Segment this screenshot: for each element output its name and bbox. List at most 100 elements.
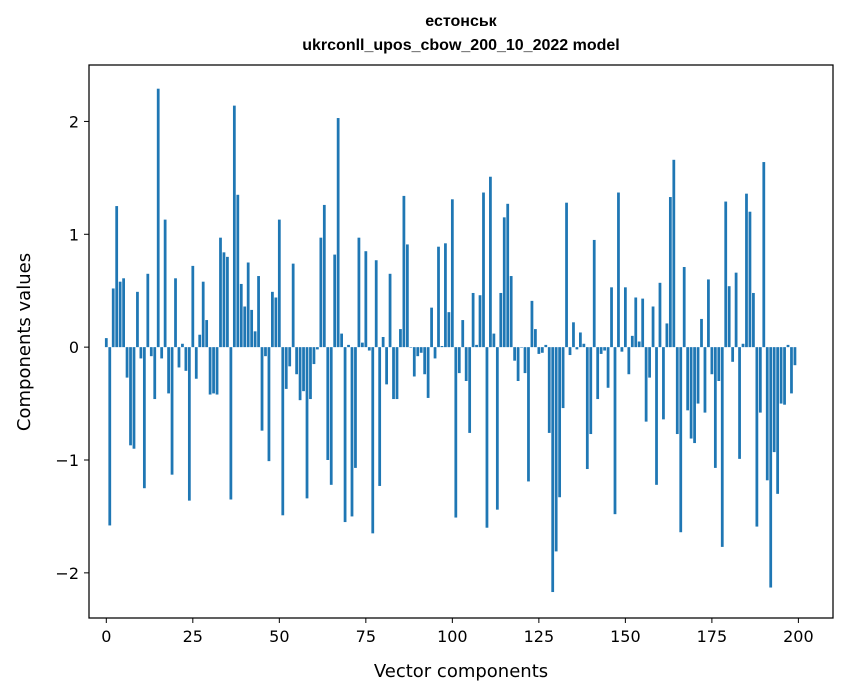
bar	[662, 347, 665, 420]
bar	[478, 295, 482, 348]
bar	[219, 237, 222, 348]
y-tick-label: 1	[69, 225, 79, 244]
x-tick-label: 175	[697, 627, 728, 646]
bar	[520, 347, 523, 348]
bar	[111, 288, 115, 348]
bar	[464, 347, 468, 381]
bar	[741, 343, 745, 348]
bar	[374, 260, 378, 348]
bar	[260, 347, 264, 431]
bar	[710, 347, 714, 375]
chart-title: естонськ	[425, 13, 497, 30]
x-tick-label: 75	[356, 627, 376, 646]
bar	[530, 300, 534, 348]
x-tick-label: 25	[183, 627, 203, 646]
bar	[568, 347, 572, 356]
bar	[253, 331, 257, 348]
bar	[433, 347, 437, 359]
bar	[246, 262, 250, 348]
bar	[392, 347, 395, 400]
bar	[592, 239, 596, 348]
bar	[232, 105, 236, 348]
bar	[672, 159, 676, 348]
plot-frame	[88, 64, 834, 619]
bar	[769, 347, 773, 588]
bar	[634, 297, 638, 348]
bar	[167, 347, 170, 394]
bar	[281, 347, 285, 516]
bar	[149, 347, 153, 357]
bar	[603, 347, 606, 351]
bar	[409, 347, 413, 348]
bar	[457, 347, 461, 374]
bar	[447, 312, 451, 348]
bar	[298, 347, 302, 401]
bar	[668, 197, 672, 348]
bar	[523, 347, 527, 374]
x-tick-label: 0	[101, 627, 111, 646]
bar	[589, 347, 593, 435]
bar	[731, 347, 735, 362]
bar	[617, 192, 620, 348]
bar	[506, 203, 510, 348]
bar	[257, 276, 260, 348]
bar	[312, 347, 316, 365]
bar	[125, 347, 129, 378]
bar	[606, 347, 610, 388]
bar	[444, 243, 447, 348]
bar	[783, 347, 786, 405]
bar	[572, 322, 575, 348]
bar	[613, 347, 617, 515]
bar	[160, 347, 164, 359]
bar	[236, 194, 240, 348]
bar	[644, 347, 648, 422]
bar	[316, 347, 319, 350]
bar	[181, 343, 184, 348]
bar	[115, 206, 119, 348]
bar	[191, 265, 195, 348]
bar	[786, 344, 790, 348]
bar	[513, 347, 517, 361]
bar	[648, 347, 651, 378]
bar	[727, 286, 731, 348]
y-tick-label: 0	[69, 338, 79, 357]
bar	[482, 192, 485, 348]
bar	[537, 347, 541, 354]
bar	[665, 323, 669, 348]
bar	[516, 347, 520, 381]
bar	[416, 347, 420, 357]
bar	[208, 347, 212, 395]
bar	[630, 335, 634, 348]
bar	[658, 282, 662, 348]
bar	[388, 273, 392, 348]
bar	[475, 344, 478, 348]
bar	[288, 347, 292, 367]
bar	[378, 347, 382, 486]
bar	[347, 344, 350, 348]
bar	[354, 347, 357, 468]
bar	[655, 347, 658, 485]
bar	[239, 283, 243, 348]
bar	[682, 267, 686, 348]
bar	[547, 347, 551, 433]
bar	[720, 347, 724, 547]
bar	[163, 219, 167, 348]
bar	[430, 307, 433, 348]
bar	[170, 347, 174, 475]
y-axis-label: Components values	[14, 253, 35, 431]
bar	[350, 347, 354, 517]
x-tick-label: 50	[269, 627, 289, 646]
bars-group	[104, 88, 797, 593]
bar	[717, 347, 721, 381]
bar	[471, 292, 475, 348]
bar	[426, 347, 430, 398]
bar	[329, 347, 333, 485]
bar	[440, 346, 444, 348]
bar	[385, 347, 388, 385]
bar	[104, 338, 108, 348]
bar	[724, 201, 728, 348]
bar	[492, 333, 496, 348]
bar	[302, 347, 305, 392]
bar	[201, 281, 205, 348]
